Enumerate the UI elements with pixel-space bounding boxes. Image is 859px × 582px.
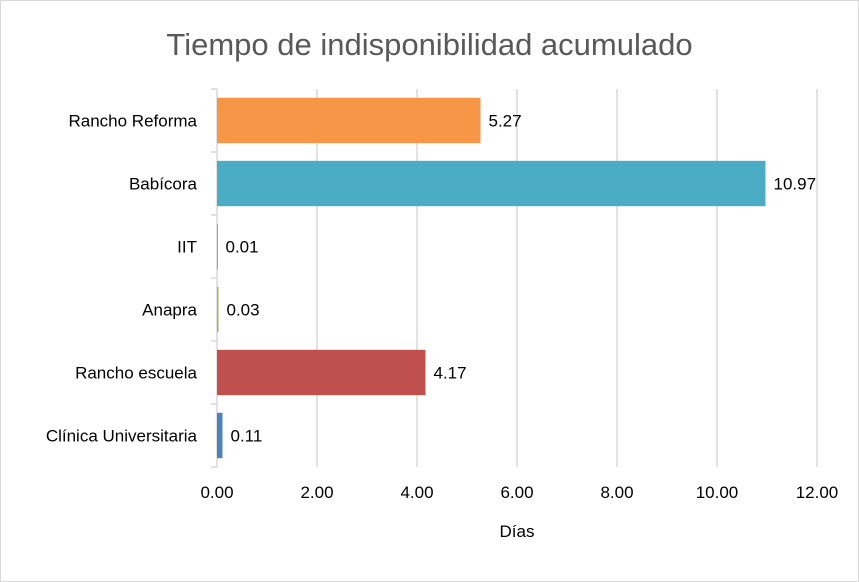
category-label: Rancho escuela — [75, 364, 197, 383]
chart-title: Tiempo de indisponibilidad acumulado — [166, 27, 693, 62]
bar — [217, 160, 766, 207]
data-label: 0.03 — [227, 301, 260, 320]
bar — [217, 97, 481, 144]
category-label: IIT — [177, 238, 197, 257]
bar — [217, 223, 218, 270]
x-axis-title: Días — [499, 522, 535, 541]
bar — [217, 412, 223, 459]
x-tick-label: 2.00 — [300, 483, 333, 502]
data-label: 10.97 — [774, 175, 817, 194]
x-tick-label: 10.00 — [696, 483, 739, 502]
x-tick-label: 6.00 — [500, 483, 533, 502]
category-label: Rancho Reforma — [68, 112, 197, 131]
category-label: Babícora — [129, 175, 198, 194]
bar — [217, 349, 426, 396]
data-label: 5.27 — [489, 112, 522, 131]
x-tick-label: 0.00 — [200, 483, 233, 502]
x-tick-label: 12.00 — [796, 483, 839, 502]
bar — [217, 286, 219, 333]
x-tick-label: 4.00 — [400, 483, 433, 502]
data-label: 0.11 — [231, 427, 263, 446]
data-label: 0.01 — [226, 238, 259, 257]
category-label: Clínica Universitaria — [46, 427, 198, 446]
category-label: Anapra — [142, 301, 197, 320]
x-tick-label: 8.00 — [600, 483, 633, 502]
data-label: 4.17 — [434, 364, 467, 383]
